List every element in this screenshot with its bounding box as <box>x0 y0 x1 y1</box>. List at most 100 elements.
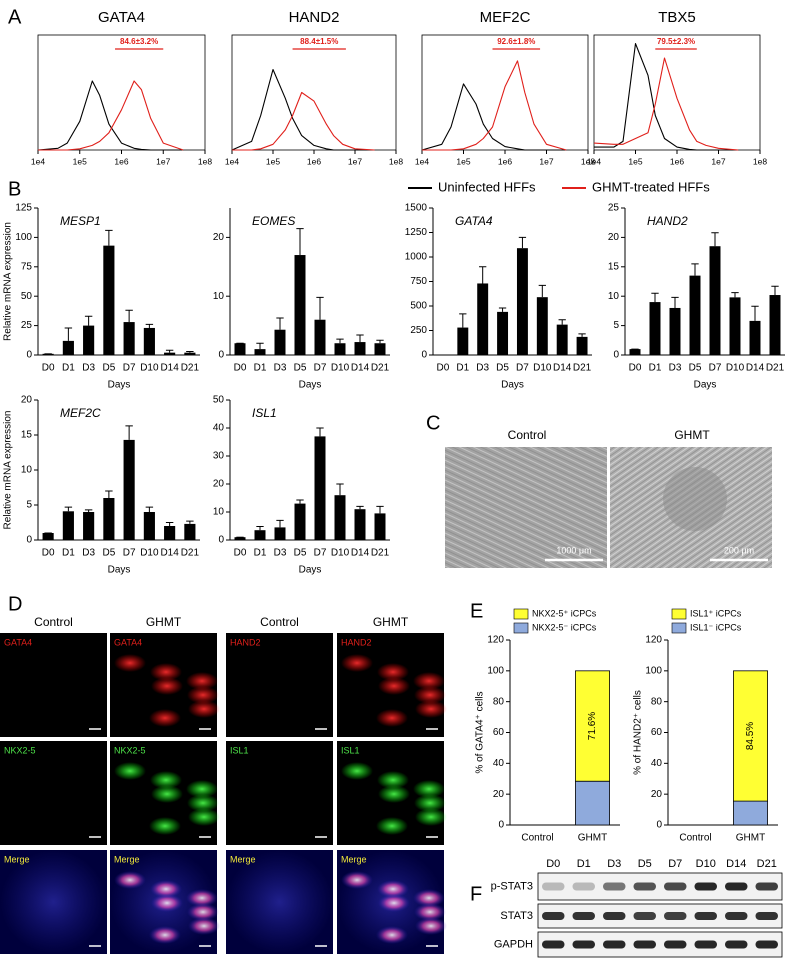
stain-signal <box>413 780 445 798</box>
y-tick-label: 15 <box>608 261 620 272</box>
y-tick-label: 0 <box>218 535 224 546</box>
legend-label: GHMT-treated HFFs <box>592 179 710 194</box>
y-tick-label: 0 <box>421 350 427 361</box>
y-tick-label: 60 <box>651 727 663 738</box>
y-tick-label: 75 <box>21 261 33 272</box>
x-tick-label: D7 <box>123 548 136 559</box>
bar <box>103 245 115 355</box>
stain-signal <box>188 700 220 718</box>
x-tick-label: 1e8 <box>389 156 403 166</box>
error-bar <box>771 285 779 296</box>
x-tick-label: D7 <box>314 548 327 559</box>
bar <box>354 509 366 540</box>
error-bar <box>691 263 699 276</box>
histogram-line <box>37 80 184 151</box>
stain-label: Merge <box>341 854 367 864</box>
blot-band <box>633 940 656 949</box>
x-tick-label: 1e4 <box>225 156 239 166</box>
x-tick-label: D14 <box>351 363 370 374</box>
error-bar <box>376 505 384 514</box>
bar <box>477 283 489 355</box>
x-tick-label: 1e6 <box>307 156 321 166</box>
blot-band <box>664 912 687 920</box>
y-tick-label: 20 <box>608 232 620 243</box>
legend-label: ISL1⁻ iCPCs <box>690 622 742 632</box>
bar <box>536 297 548 355</box>
bar <box>314 436 326 540</box>
error-bar <box>64 327 73 341</box>
scale-bar-label: 200 μm <box>724 545 754 555</box>
x-tick-label: 1e7 <box>539 156 553 166</box>
stain-signal <box>188 808 220 826</box>
legend-swatch <box>513 608 529 620</box>
bar <box>62 511 74 540</box>
bar <box>184 523 196 540</box>
stain-signal <box>415 700 447 718</box>
bar <box>649 302 661 355</box>
error-bar <box>105 490 113 498</box>
scale-bar-label: 1000 μm <box>556 545 591 555</box>
stain-signal <box>341 762 373 780</box>
x-tick-label: D10 <box>331 363 350 374</box>
stain-signal <box>341 871 373 889</box>
y-tick-label: 750 <box>410 276 427 287</box>
x-tick-label: 1e4 <box>31 156 45 166</box>
lane-label: D5 <box>638 858 652 870</box>
chart-title: HAND2 <box>647 214 688 228</box>
x-tick-label: GHMT <box>578 833 607 844</box>
micrograph <box>445 447 607 568</box>
y-tick-label: 10 <box>21 465 33 476</box>
blot-band <box>572 882 595 891</box>
x-tick-label: D3 <box>274 548 287 559</box>
x-tick-label: D0 <box>234 548 247 559</box>
x-tick-label: 1e5 <box>628 156 642 166</box>
y-tick-label: 10 <box>213 291 225 302</box>
plot-frame <box>421 34 589 151</box>
x-tick-label: 1e8 <box>581 156 595 166</box>
y-tick-label: 80 <box>651 696 663 707</box>
y-tick-label: 120 <box>645 635 662 646</box>
x-tick-label: 1e6 <box>670 156 684 166</box>
error-bar <box>296 499 304 504</box>
lane-label: D10 <box>696 858 716 870</box>
bar <box>709 246 721 355</box>
legend-swatch <box>671 622 687 634</box>
bar <box>374 513 386 540</box>
stain-signal <box>150 880 182 898</box>
y-tick-label: 10 <box>608 291 620 302</box>
x-tick-label: D1 <box>62 363 75 374</box>
x-tick-label: D21 <box>181 363 200 374</box>
histogram-line <box>421 83 567 151</box>
bar <box>83 325 95 355</box>
stain-signal <box>149 817 181 835</box>
y-tick-label: 15 <box>21 430 33 441</box>
histogram-line <box>231 68 375 151</box>
y-tick-label: 25 <box>21 320 33 331</box>
error-bar <box>479 266 487 284</box>
lane-label: D7 <box>668 858 682 870</box>
bar <box>42 353 54 355</box>
error-bar <box>165 522 174 526</box>
x-tick-label: 1e7 <box>348 156 362 166</box>
y-tick-label: 50 <box>213 395 225 406</box>
x-tick-label: D5 <box>102 363 115 374</box>
column-title: GHMT <box>373 615 409 629</box>
bar <box>749 320 761 355</box>
lane-label: D21 <box>757 858 777 870</box>
blot-band <box>633 912 656 920</box>
error-bar <box>518 236 527 249</box>
error-bar <box>671 296 679 308</box>
blot-band <box>755 940 778 949</box>
bar <box>457 327 469 355</box>
error-bar <box>751 305 759 321</box>
stain-label: GATA4 <box>4 637 32 647</box>
y-tick-label: 0 <box>656 820 662 831</box>
plot-frame <box>37 34 206 151</box>
bar <box>123 439 135 540</box>
chart-title: GATA4 <box>98 9 145 26</box>
gate-label: 88.4±1.5% <box>300 37 338 46</box>
error-bar <box>538 284 546 298</box>
x-tick-label: D10 <box>140 363 159 374</box>
lane-label: D14 <box>726 858 746 870</box>
x-tick-label: D10 <box>533 363 552 374</box>
